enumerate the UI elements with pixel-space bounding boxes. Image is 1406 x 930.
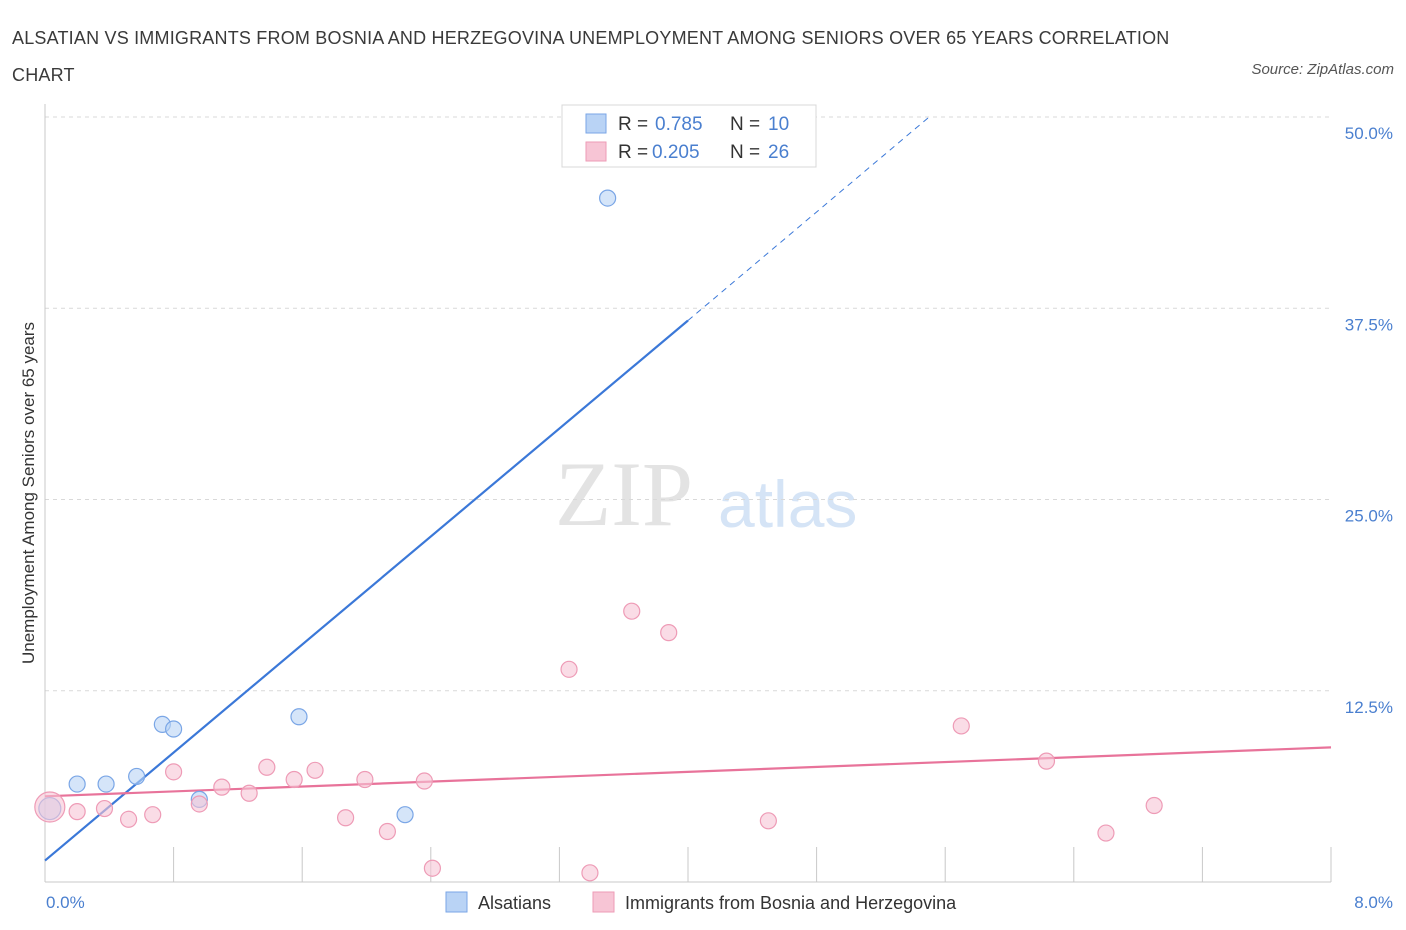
- trend-line-blue: [44, 319, 689, 862]
- point-pink-10: [285, 770, 303, 789]
- point-pink-5: [165, 763, 183, 781]
- point-pink-22: [952, 717, 970, 735]
- point-blue-5: [165, 720, 183, 738]
- gridlines: [45, 116, 1331, 692]
- point-pink-1: [68, 803, 86, 821]
- y-tick-label-2: 37.5%: [1345, 315, 1393, 334]
- point-pink-3: [119, 810, 138, 828]
- series-legend-label-bosnia: Immigrants from Bosnia and Herzegovina: [625, 893, 957, 913]
- point-blue-8: [396, 806, 414, 824]
- legend-swatch-blue: [585, 113, 607, 134]
- y-tick-label-0: 12.5%: [1345, 698, 1393, 717]
- trend-line-extension-blue: [687, 116, 930, 321]
- point-pink-24: [1097, 824, 1115, 842]
- point-blue-2: [97, 775, 115, 793]
- point-pink-14: [378, 822, 396, 841]
- watermark-zip: ZIP: [555, 443, 693, 545]
- legend-r-label-2: R =: [618, 142, 648, 163]
- legend-n-value-2: 26: [768, 142, 789, 163]
- data-points: [34, 189, 1163, 882]
- legend-r-value-2: 0.205: [652, 142, 700, 163]
- source-label: Source: ZipAtlas.com: [1251, 61, 1394, 78]
- series-legend-label-alsatians: Alsatians: [478, 893, 551, 913]
- point-pink-8: [240, 784, 258, 802]
- y-tick-label-3: 50.0%: [1345, 124, 1393, 143]
- x-tick-label-max: 8.0%: [1354, 893, 1393, 912]
- point-pink-17: [560, 660, 578, 678]
- stats-legend: R = 0.785 N = 10 R = 0.205 N = 26: [561, 104, 817, 168]
- point-pink-11: [306, 761, 324, 779]
- point-pink-2: [95, 799, 114, 818]
- point-blue-1: [68, 775, 86, 793]
- x-ticks: [44, 847, 1332, 882]
- point-pink-7: [213, 778, 231, 796]
- point-pink-19: [623, 602, 641, 620]
- legend-swatch-pink: [585, 141, 607, 162]
- y-axis-title: Unemployment Among Seniors over 65 years: [19, 322, 38, 664]
- point-pink-18: [581, 864, 599, 882]
- point-pink-16: [423, 859, 442, 877]
- y-tick-label-1: 25.0%: [1345, 507, 1393, 526]
- trend-line-pink: [44, 746, 1332, 798]
- series-legend: Alsatians Immigrants from Bosnia and Her…: [445, 891, 957, 913]
- point-pink-15: [415, 772, 433, 790]
- point-pink-20: [660, 624, 678, 642]
- series-legend-swatch-alsatians: [445, 891, 468, 913]
- legend-r-label-1: R =: [618, 114, 648, 135]
- y-tick-labels: 12.5% 25.0% 37.5% 50.0%: [1345, 124, 1393, 717]
- series-legend-swatch-bosnia: [592, 891, 615, 913]
- point-pink-23: [1037, 752, 1056, 770]
- point-pink-13: [356, 770, 374, 789]
- trend-lines: [44, 116, 1332, 862]
- point-blue-3: [128, 767, 146, 786]
- point-pink-21: [759, 812, 777, 830]
- point-blue-9: [599, 189, 617, 207]
- point-blue-7: [290, 708, 308, 726]
- x-tick-label-min: 0.0%: [46, 893, 85, 912]
- point-pink-0: [34, 791, 66, 823]
- legend-r-value-1: 0.785: [655, 114, 703, 135]
- point-pink-6: [190, 795, 208, 813]
- legend-n-label-1: N =: [730, 114, 760, 135]
- legend-n-value-1: 10: [768, 114, 789, 135]
- chart-title: ALSATIAN VS IMMIGRANTS FROM BOSNIA AND H…: [12, 28, 1170, 85]
- point-pink-25: [1145, 796, 1163, 815]
- legend-n-label-2: N =: [730, 142, 760, 163]
- point-pink-9: [258, 758, 276, 776]
- point-pink-4: [144, 806, 162, 824]
- watermark-atlas: atlas: [718, 467, 857, 541]
- point-pink-12: [337, 809, 355, 827]
